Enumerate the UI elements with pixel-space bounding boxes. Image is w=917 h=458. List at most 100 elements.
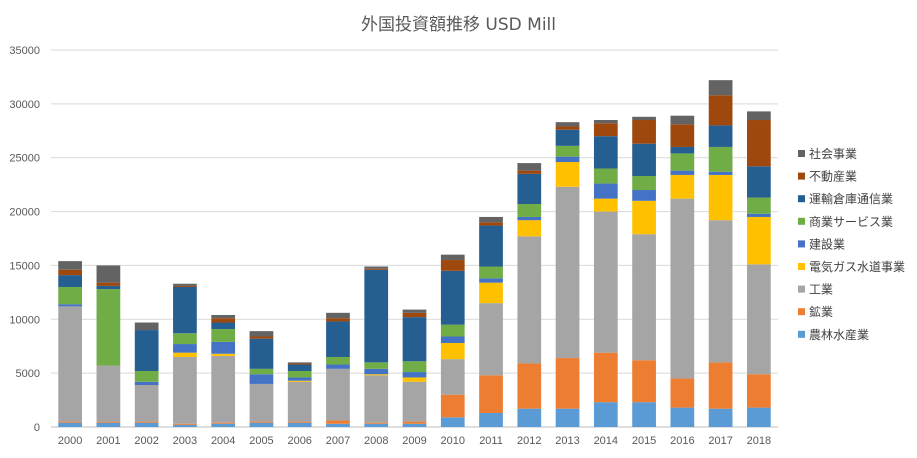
- bar-segment: [364, 266, 389, 269]
- x-tick-label: 2013: [555, 435, 579, 447]
- bar-segment: [632, 143, 656, 177]
- x-tick-label: 2007: [326, 435, 350, 447]
- bar-segment: [58, 261, 82, 270]
- legend-label: 不動産業: [809, 169, 857, 184]
- bar-segment: [287, 381, 312, 422]
- x-tick-label: 2017: [708, 435, 732, 447]
- bar-segment: [402, 372, 427, 378]
- x-tick-label: 2001: [96, 435, 120, 447]
- bar-segment: [134, 381, 159, 385]
- bar-segment: [249, 422, 274, 427]
- bar-segment: [670, 407, 695, 427]
- x-tick-label: 2010: [441, 435, 465, 447]
- bar-segment: [96, 265, 121, 283]
- bar-segment: [555, 408, 580, 427]
- bar-segment: [632, 116, 656, 121]
- bar-segment: [479, 266, 503, 279]
- bar-segment: [287, 362, 312, 364]
- bar-segment: [287, 380, 312, 382]
- legend-swatch: [798, 240, 805, 248]
- x-tick-label: 2011: [479, 435, 503, 447]
- legend-label: 社会事業: [809, 146, 857, 161]
- bar-segment: [517, 170, 542, 174]
- bar-segment: [632, 200, 656, 235]
- bar-segment: [593, 136, 618, 169]
- legend-label: 電気ガス水道事業: [809, 259, 905, 274]
- bar-segment: [555, 145, 580, 157]
- bar-segment: [479, 278, 503, 283]
- bar-segment: [747, 264, 771, 375]
- bar-segment: [364, 362, 389, 369]
- bar-segment: [364, 423, 389, 427]
- bar-segment: [593, 198, 618, 212]
- bar-segment: [708, 408, 733, 427]
- bar-segment: [326, 364, 350, 369]
- bar-segment: [593, 120, 618, 124]
- bar-segment: [58, 421, 82, 423]
- bar-segment: [96, 282, 121, 286]
- bar-segment: [555, 358, 580, 409]
- bar-segment: [517, 363, 542, 409]
- bar-segment: [670, 153, 695, 171]
- chart-title: 外国投資額推移 USD Mill: [361, 15, 556, 35]
- bar-segment: [211, 318, 236, 323]
- bar-segment: [708, 80, 733, 96]
- bar-segment: [440, 417, 465, 427]
- bar-segment: [173, 424, 197, 427]
- bar-segment: [593, 211, 618, 353]
- bar-segment: [440, 394, 465, 418]
- bar-segment: [440, 270, 465, 325]
- x-tick-label: 2003: [173, 435, 197, 447]
- bar-segment: [211, 422, 236, 424]
- bar-segment: [593, 183, 618, 199]
- bar-segment: [670, 198, 695, 379]
- bar-segment: [326, 318, 350, 322]
- legend-label: 建設業: [809, 236, 845, 251]
- bar-segment: [593, 168, 618, 184]
- legend-swatch: [798, 330, 805, 338]
- bar-segment: [402, 312, 427, 318]
- bar-segment: [402, 361, 427, 373]
- bar-segment: [708, 362, 733, 409]
- bar-segment: [173, 352, 197, 357]
- x-tick-label: 2002: [134, 435, 158, 447]
- bar-segment: [440, 359, 465, 395]
- bar-segment: [211, 322, 236, 329]
- bar-segment: [747, 166, 771, 198]
- bar-segment: [593, 123, 618, 137]
- bar-segment: [58, 422, 82, 427]
- x-tick-label: 2008: [364, 435, 388, 447]
- bar-segment: [747, 216, 771, 265]
- bar-segment: [173, 286, 197, 334]
- bar-segment: [364, 368, 389, 375]
- bar-segment: [479, 225, 503, 267]
- bar-segment: [326, 368, 350, 421]
- legend-label: 鉱業: [809, 304, 833, 319]
- legend-label: 工業: [809, 283, 833, 297]
- bar-segment: [747, 407, 771, 427]
- bar-segment: [747, 197, 771, 214]
- bar-segment: [211, 328, 236, 342]
- bar-segment: [593, 352, 618, 403]
- bar-segment: [402, 421, 427, 424]
- bar-segment: [708, 125, 733, 147]
- legend-label: 商業サービス業: [809, 214, 893, 229]
- bar-segment: [96, 421, 121, 423]
- bar-segment: [632, 190, 656, 201]
- bar-segment: [58, 304, 82, 307]
- bar-segment: [249, 336, 274, 339]
- x-tick-label: 2016: [670, 435, 694, 447]
- bar-segment: [670, 124, 695, 147]
- x-tick-label: 2009: [402, 435, 426, 447]
- x-tick-label: 2005: [249, 435, 273, 447]
- bar-segment: [555, 122, 580, 127]
- bar-segment: [326, 423, 350, 427]
- bar-segment: [402, 377, 427, 382]
- bar-segment: [670, 174, 695, 199]
- legend-swatch: [798, 263, 805, 270]
- bar-segment: [58, 286, 82, 305]
- y-tick-label: 25000: [9, 153, 40, 165]
- bar-segment: [211, 423, 236, 427]
- bar-segment: [440, 260, 465, 271]
- x-tick-label: 2000: [58, 435, 82, 447]
